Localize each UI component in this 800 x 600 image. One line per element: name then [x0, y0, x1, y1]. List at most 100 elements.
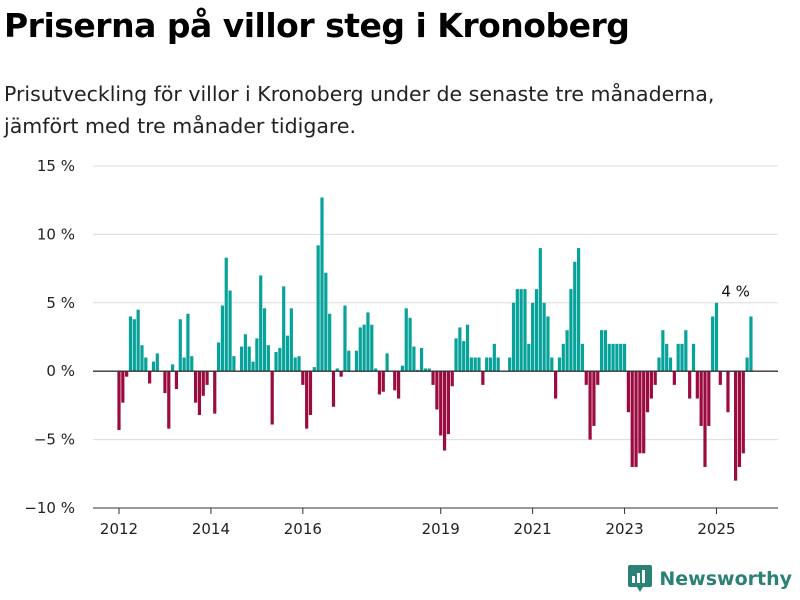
bar: [603, 330, 608, 372]
bar: [546, 316, 550, 372]
bar: [377, 371, 382, 395]
bar: [469, 357, 473, 372]
bar: [703, 371, 707, 467]
x-tick-label: 2012: [100, 520, 138, 538]
bar: [695, 371, 699, 399]
bar: [151, 361, 156, 372]
bar: [584, 371, 588, 385]
bar: [178, 319, 182, 372]
bar: [749, 316, 753, 372]
bar: [573, 261, 577, 372]
bar: [527, 343, 531, 372]
bar: [293, 357, 297, 372]
y-tick-label: 5 %: [46, 294, 75, 312]
bar: [741, 371, 745, 454]
bar: [320, 197, 324, 372]
bar: [297, 356, 301, 372]
bar: [366, 312, 370, 372]
bar: [182, 357, 186, 372]
bar: [282, 286, 286, 372]
bar: [224, 257, 228, 372]
bar: [232, 356, 236, 372]
bar: [412, 346, 416, 372]
bar: [680, 343, 684, 372]
bar: [393, 371, 397, 391]
chart-subtitle: Prisutveckling för villor i Kronoberg un…: [4, 82, 715, 138]
bar: [473, 357, 477, 372]
y-tick-label: 0 %: [46, 362, 75, 380]
bar: [599, 330, 604, 372]
bar: [255, 338, 259, 372]
annotation-label: 4 %: [721, 282, 750, 300]
bar: [688, 371, 692, 399]
bar: [155, 353, 159, 372]
bar: [431, 371, 435, 385]
x-tick-label: 2025: [697, 520, 735, 538]
y-axis-tick-labels: −10 % −5 % 0 % 5 % 10 % 15 %: [24, 157, 75, 517]
bar: [699, 371, 703, 426]
bar: [140, 345, 144, 372]
bar: [454, 338, 458, 372]
bars: [117, 197, 753, 481]
bar: [400, 365, 405, 372]
bar: [274, 352, 278, 372]
bar: [577, 248, 581, 372]
bar: [358, 327, 362, 372]
bar: [205, 371, 209, 385]
bar: [136, 309, 140, 372]
bar: [588, 371, 592, 440]
bar: [714, 302, 719, 372]
bar: [465, 324, 470, 372]
bar: [419, 347, 424, 372]
bar: [220, 305, 225, 372]
bar: [718, 371, 722, 385]
bar: [362, 324, 366, 372]
bar: [328, 313, 332, 372]
bar: [167, 371, 171, 429]
bar: [439, 371, 443, 436]
bar: [289, 308, 293, 372]
bar: [481, 371, 485, 385]
bar: [580, 343, 585, 372]
bar: [197, 371, 202, 415]
bar: [611, 343, 615, 372]
bar: [259, 275, 263, 372]
bar: [596, 371, 600, 385]
bar: [531, 302, 535, 372]
bar-chart: −10 % −5 % 0 % 5 % 10 % 15 % 2012 2014 2016 2019…: [24, 157, 778, 538]
bar: [557, 357, 562, 372]
bar: [247, 346, 251, 372]
bar: [381, 371, 385, 392]
bar: [396, 371, 401, 399]
bar: [642, 371, 646, 454]
bar: [737, 371, 742, 467]
bar: [117, 371, 121, 431]
x-tick-label: 2023: [605, 520, 643, 538]
bar: [121, 371, 125, 403]
bar: [243, 334, 247, 372]
brand-logo: Newsworthy: [627, 564, 792, 594]
bar: [216, 342, 221, 372]
bar: [657, 357, 661, 372]
y-tick-label: −10 %: [24, 499, 75, 517]
bar: [435, 371, 439, 410]
bar: [285, 335, 290, 372]
bar: [186, 313, 190, 372]
x-tick-label: 2019: [422, 520, 460, 538]
bar: [374, 368, 378, 372]
bar: [607, 343, 611, 372]
bar: [638, 371, 642, 454]
bar: [312, 367, 316, 372]
bar: [343, 305, 347, 372]
bar: [565, 330, 569, 372]
bar: [672, 371, 676, 385]
bar: [458, 327, 462, 372]
bar: [515, 289, 519, 372]
bar: [630, 371, 634, 467]
bar: [228, 290, 232, 372]
bar: [622, 343, 627, 372]
bar: [676, 343, 680, 372]
bar: [148, 371, 152, 384]
bar: [266, 345, 270, 372]
bar: [645, 371, 650, 413]
